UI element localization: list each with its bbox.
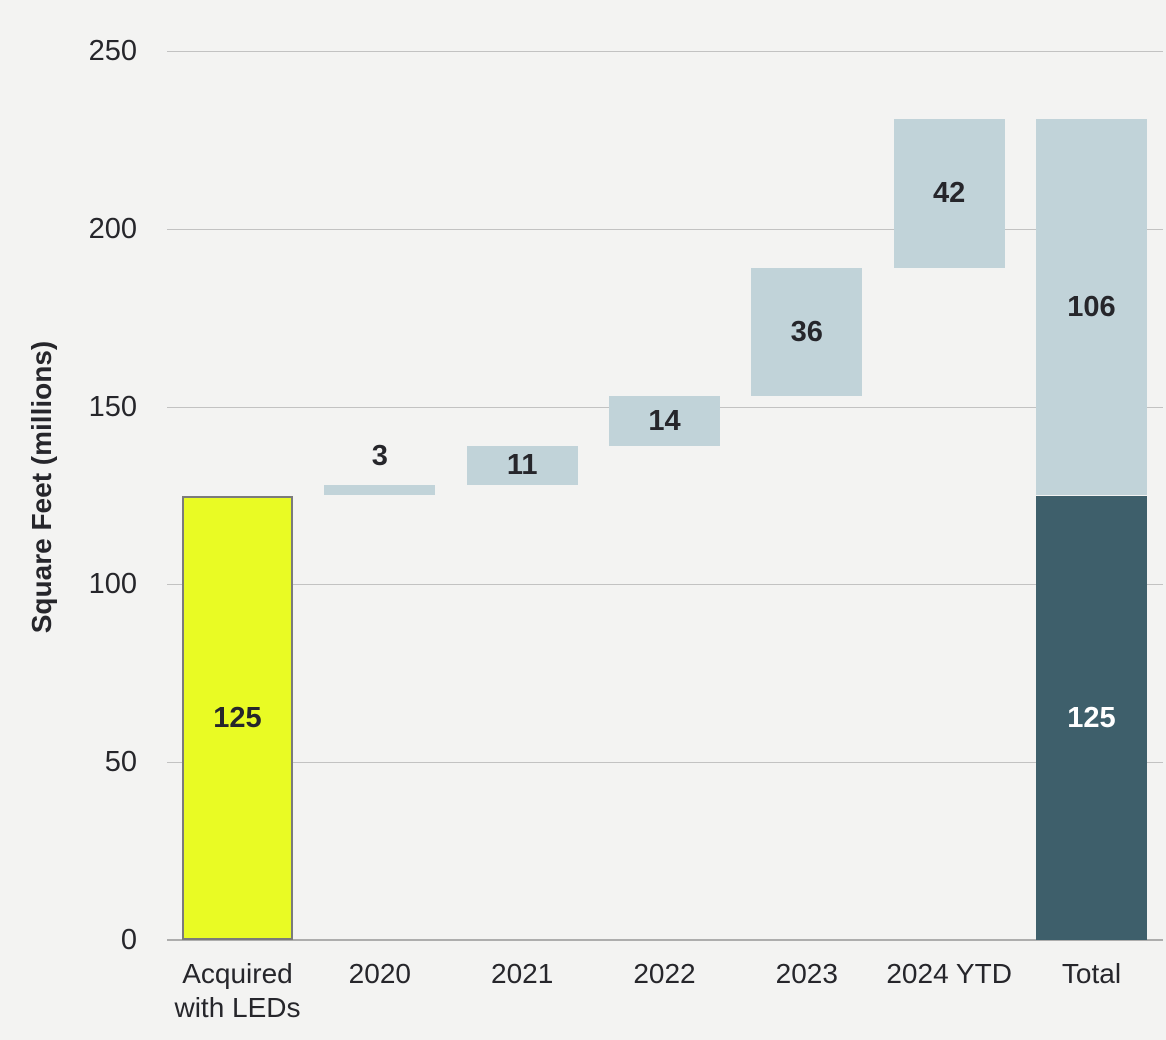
y-tick-label: 150 [88, 390, 137, 423]
bar-value-label: 125 [1067, 701, 1116, 734]
y-tick-label: 0 [120, 924, 137, 956]
y-tick-label: 200 [88, 212, 137, 245]
gridline [167, 228, 1163, 230]
bar-segment-acquired-with-leds [182, 495, 293, 940]
bar-value-label: 3 [371, 439, 388, 472]
bar-segment-total [1035, 495, 1147, 940]
x-category-label: 2021 [491, 958, 554, 989]
gridline [167, 762, 1163, 764]
bar-segment-2023 [751, 267, 863, 396]
y-tick-label: 100 [88, 568, 137, 601]
bar-segment-2024-ytd [893, 118, 1005, 268]
gridline [167, 584, 1163, 586]
gridline [167, 51, 1163, 52]
bar-segment-2022 [608, 395, 720, 446]
bar-segment-total [1035, 118, 1147, 496]
y-tick-label: 250 [88, 35, 137, 67]
x-category-label: Total [1061, 958, 1122, 989]
bar-value-label: 106 [1067, 291, 1116, 324]
bar-value-label: 125 [213, 701, 262, 734]
x-category-label: 2023 [775, 958, 838, 989]
y-axis-title: Square Feet (millions) [26, 340, 57, 634]
x-category-label: 2022 [633, 958, 696, 989]
y-tick-label: 50 [104, 746, 137, 779]
bar-value-label: 36 [790, 315, 823, 348]
x-category-label: 2024 YTD [886, 958, 1012, 989]
bar-value-label: 11 [506, 449, 538, 482]
bar-segment-2021 [466, 445, 578, 485]
x-axis-line [167, 939, 1163, 941]
x-category-label: Acquired with LEDs [174, 958, 301, 1023]
x-category-label: 2020 [348, 958, 411, 989]
bar-value-label: 14 [648, 404, 681, 437]
bar-value-label: 42 [933, 177, 966, 210]
bar-segment-2020 [324, 484, 436, 496]
